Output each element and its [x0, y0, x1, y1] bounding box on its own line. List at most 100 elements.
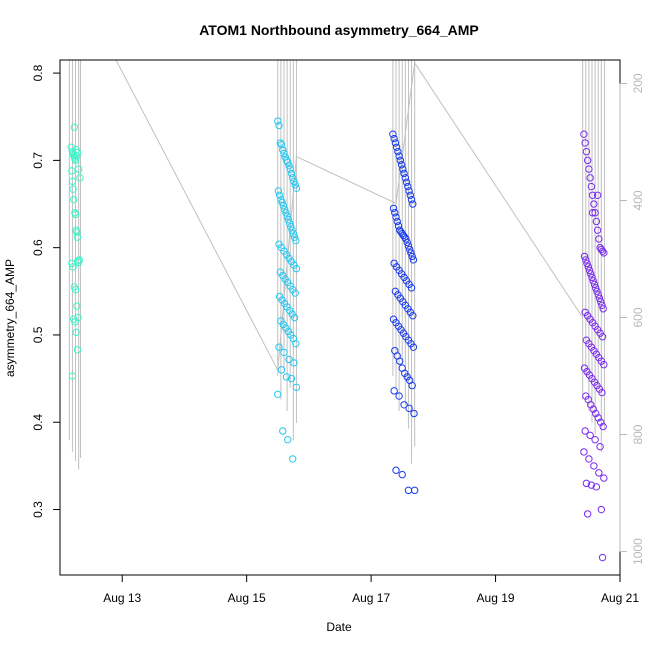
data-point — [389, 204, 398, 213]
data-point — [395, 392, 403, 400]
data-point — [73, 233, 82, 241]
data-point — [409, 256, 418, 264]
data-point — [585, 455, 593, 463]
data-point — [68, 259, 76, 268]
data-point — [595, 235, 603, 243]
data-point — [592, 217, 601, 226]
data-point — [282, 373, 291, 381]
data-point — [292, 236, 300, 245]
data-point — [275, 121, 283, 130]
data-point — [592, 284, 600, 292]
data-point — [597, 298, 605, 306]
data-point — [292, 383, 301, 392]
series-group — [274, 117, 301, 463]
data-point — [288, 226, 296, 234]
data-point — [76, 174, 84, 182]
x-axis-label: Date — [326, 620, 352, 634]
data-point — [68, 372, 77, 380]
data-point — [68, 177, 77, 186]
data-point — [279, 146, 287, 154]
data-point — [594, 291, 602, 299]
data-point — [593, 287, 601, 296]
data-point — [280, 149, 288, 158]
data-point — [71, 318, 79, 326]
data-point — [405, 187, 413, 195]
x-tick-label: Aug 13 — [103, 591, 141, 605]
data-point — [277, 366, 286, 374]
data-point — [404, 242, 413, 250]
data-point — [587, 401, 595, 409]
data-point — [68, 167, 76, 175]
data-point — [391, 139, 400, 147]
data-point — [595, 469, 603, 477]
y-axis: 0.3 0.4 0.5 0.6 0.7 0.8 — [31, 64, 60, 518]
data-point — [600, 249, 608, 257]
data-point — [585, 266, 594, 275]
series-group — [67, 123, 84, 380]
series-group — [389, 130, 419, 495]
data-point — [276, 139, 284, 147]
series-group — [580, 130, 608, 562]
y-tick-label: 0.8 — [31, 64, 45, 81]
data-point — [287, 223, 295, 231]
data-point — [402, 178, 411, 186]
y-tick-label: 0.5 — [31, 326, 45, 343]
data-point — [289, 230, 298, 238]
data-point — [397, 161, 406, 169]
data-point — [409, 200, 417, 208]
data-point — [74, 165, 83, 173]
data-point — [598, 301, 606, 309]
data-point — [291, 289, 299, 297]
y-tick-label: 0.3 — [31, 501, 45, 518]
data-point — [292, 264, 301, 273]
y2-tick-label: 600 — [631, 307, 645, 327]
y2-tick-label: 1000 — [631, 538, 645, 565]
data-point — [390, 387, 398, 395]
data-point — [73, 148, 82, 157]
data-point — [292, 184, 301, 193]
data-point — [592, 409, 600, 418]
data-point — [590, 280, 599, 289]
secondary-y-axis: 200 400 600 800 1000 — [619, 73, 645, 565]
data-point — [283, 212, 291, 220]
chart-title: ATOM1 Northbound asymmetry_664_AMP — [199, 22, 479, 38]
data-point — [580, 130, 588, 138]
data-point — [587, 481, 596, 489]
data-point — [394, 222, 403, 230]
data-point — [581, 139, 589, 147]
data-point — [73, 152, 81, 160]
data-point — [402, 235, 410, 243]
data-point — [289, 174, 297, 182]
y-tick-label: 0.6 — [31, 239, 45, 256]
data-point — [588, 209, 597, 217]
data-point — [409, 312, 417, 320]
data-point — [292, 339, 300, 348]
data-point — [284, 436, 292, 444]
data-point — [69, 263, 77, 271]
data-point — [392, 143, 401, 151]
data-point — [392, 213, 400, 221]
x-tick-label: Aug 17 — [352, 591, 390, 605]
data-point — [274, 187, 283, 195]
data-point — [593, 191, 602, 199]
data-point — [398, 470, 406, 479]
x-tick-label: Aug 21 — [601, 591, 639, 605]
data-point — [284, 158, 292, 166]
data-point — [409, 343, 418, 351]
data-point — [406, 191, 415, 199]
data-point — [285, 355, 293, 364]
data-point — [285, 219, 294, 227]
points-layer — [67, 117, 608, 562]
data-point — [581, 427, 589, 435]
plot-frame — [59, 59, 621, 576]
data-point — [590, 200, 598, 208]
data-point — [591, 436, 599, 444]
data-point — [580, 448, 588, 456]
data-point — [274, 390, 282, 399]
data-point — [404, 486, 413, 495]
data-point — [600, 474, 608, 482]
data-point — [391, 209, 399, 217]
data-point — [396, 357, 404, 365]
data-point — [589, 277, 597, 285]
